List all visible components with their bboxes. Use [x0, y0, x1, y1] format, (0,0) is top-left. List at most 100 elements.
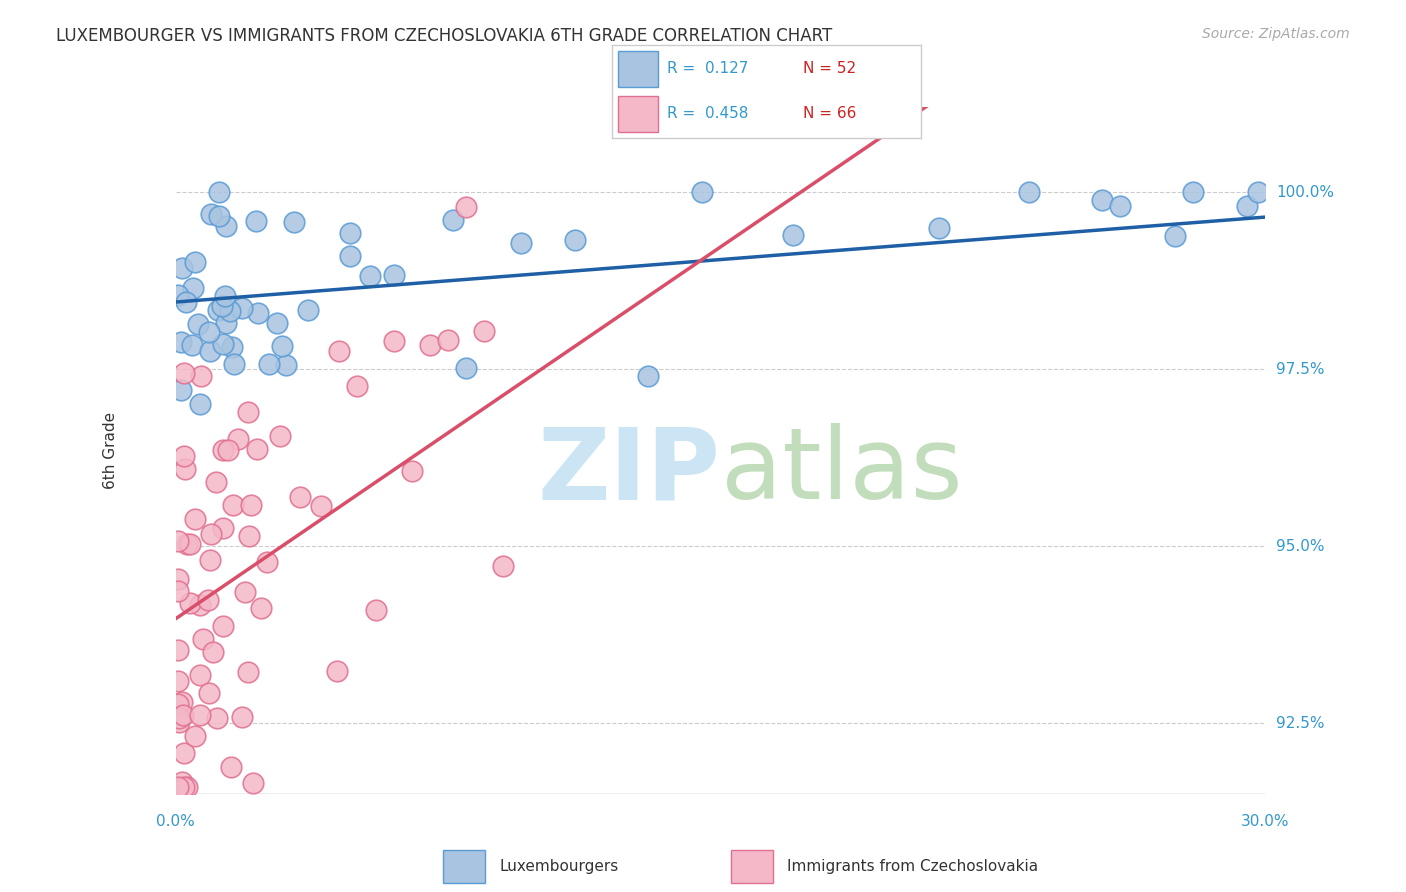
- Point: [231, 301, 253, 315]
- Point: [309, 499, 332, 513]
- Point: [246, 442, 269, 456]
- Point: [326, 665, 349, 679]
- Point: [215, 317, 238, 331]
- Point: [328, 343, 350, 358]
- Point: [456, 360, 478, 375]
- Point: [233, 584, 256, 599]
- Point: [179, 536, 201, 550]
- Text: 30.0%: 30.0%: [1241, 814, 1289, 829]
- Point: [236, 405, 259, 419]
- Point: [249, 601, 271, 615]
- Text: 100.0%: 100.0%: [1277, 185, 1334, 200]
- Text: N = 52: N = 52: [803, 62, 856, 77]
- Point: [231, 710, 253, 724]
- Point: [167, 714, 190, 729]
- Point: [266, 316, 288, 330]
- Text: 97.5%: 97.5%: [1277, 361, 1324, 376]
- Point: [166, 572, 188, 586]
- Point: [1091, 193, 1114, 207]
- Point: [187, 317, 209, 331]
- Point: [382, 334, 405, 348]
- Point: [217, 442, 239, 457]
- Text: ZIP: ZIP: [537, 423, 721, 520]
- Point: [564, 234, 586, 248]
- Point: [1236, 199, 1258, 213]
- Point: [509, 235, 531, 250]
- Point: [283, 215, 305, 229]
- Point: [167, 711, 190, 725]
- Point: [176, 537, 198, 551]
- Point: [211, 618, 233, 632]
- Point: [174, 294, 197, 309]
- Point: [205, 711, 228, 725]
- Point: [174, 462, 197, 476]
- Point: [167, 674, 190, 689]
- Point: [256, 555, 278, 569]
- Point: [419, 337, 441, 351]
- Text: 92.5%: 92.5%: [1277, 715, 1324, 731]
- Point: [208, 185, 231, 199]
- Point: [197, 593, 219, 607]
- Point: [181, 281, 204, 295]
- Point: [274, 359, 297, 373]
- Point: [339, 248, 361, 262]
- Text: R =  0.127: R = 0.127: [668, 62, 748, 77]
- Point: [692, 185, 714, 199]
- Text: Source: ZipAtlas.com: Source: ZipAtlas.com: [1202, 27, 1350, 41]
- Point: [1163, 229, 1185, 244]
- Point: [166, 780, 188, 794]
- FancyBboxPatch shape: [617, 96, 658, 132]
- Point: [269, 429, 291, 443]
- Point: [339, 226, 361, 240]
- Point: [492, 559, 515, 574]
- Point: [245, 214, 267, 228]
- Point: [401, 464, 423, 478]
- FancyBboxPatch shape: [617, 51, 658, 87]
- Point: [297, 302, 319, 317]
- Point: [221, 498, 243, 512]
- Point: [257, 358, 280, 372]
- Point: [247, 306, 270, 320]
- Point: [190, 397, 212, 411]
- Point: [173, 366, 195, 380]
- Point: [1109, 199, 1132, 213]
- Point: [364, 603, 387, 617]
- Point: [184, 729, 207, 743]
- Point: [188, 667, 211, 681]
- Point: [172, 707, 194, 722]
- Point: [242, 776, 264, 790]
- Point: [288, 490, 311, 504]
- Point: [207, 303, 229, 318]
- Point: [212, 443, 235, 458]
- Point: [437, 333, 460, 347]
- Point: [1018, 185, 1040, 199]
- Point: [188, 598, 211, 612]
- Point: [211, 521, 233, 535]
- Point: [198, 553, 221, 567]
- Point: [166, 533, 188, 548]
- Point: [184, 512, 207, 526]
- Text: R =  0.458: R = 0.458: [668, 106, 748, 121]
- Point: [222, 358, 245, 372]
- Point: [170, 384, 193, 398]
- FancyBboxPatch shape: [443, 850, 485, 883]
- Point: [173, 746, 195, 760]
- Point: [190, 369, 212, 384]
- Point: [200, 527, 222, 541]
- Point: [166, 288, 188, 302]
- Point: [170, 695, 193, 709]
- Text: N = 66: N = 66: [803, 106, 856, 121]
- Point: [202, 645, 225, 659]
- Point: [208, 210, 231, 224]
- FancyBboxPatch shape: [731, 850, 773, 883]
- Point: [181, 338, 204, 352]
- Point: [198, 343, 221, 358]
- Point: [211, 299, 233, 313]
- Point: [928, 221, 950, 235]
- Point: [219, 759, 242, 773]
- Point: [1247, 185, 1270, 199]
- Point: [474, 324, 496, 338]
- Point: [218, 303, 240, 318]
- Point: [215, 219, 238, 233]
- Point: [188, 708, 211, 723]
